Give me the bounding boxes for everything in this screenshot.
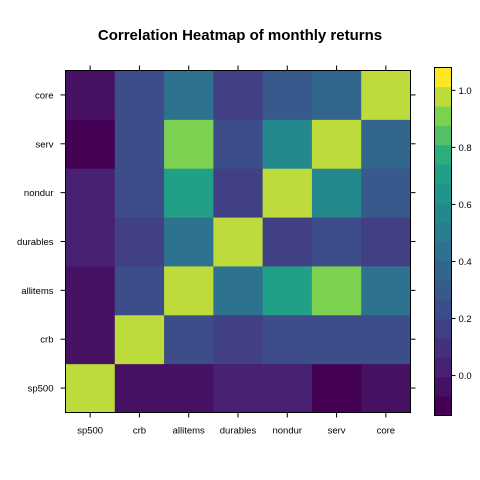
heatmap-cell-core-core	[361, 70, 411, 120]
heatmap-cell-nondur-nondur	[262, 168, 313, 218]
heatmap-cell-sp500-sp500	[65, 363, 116, 413]
y-tick-label: sp500	[28, 384, 54, 395]
colorbar-segment	[434, 318, 452, 339]
heatmap-cell-crb-serv	[114, 119, 165, 169]
heatmap-cell-serv-allitems	[311, 265, 362, 316]
colorbar-segment	[434, 125, 452, 146]
x-tick-label: core	[377, 426, 395, 437]
heatmap-cell-nondur-sp500	[262, 363, 313, 413]
colorbar-segment	[434, 222, 452, 242]
axes: sp500 core crb serv allitems nondur durables du…	[17, 65, 416, 437]
y-tick-label: crb	[40, 335, 53, 346]
heatmap-cell-durables-nondur	[213, 168, 264, 218]
colorbar-tick-label: 0.2	[459, 314, 472, 325]
heatmap-cell-allitems-nondur	[164, 168, 214, 218]
heatmap-cell-allitems-crb	[164, 314, 214, 365]
colorbar-tick-label: 0.8	[459, 143, 472, 154]
heatmap-cell-core-nondur	[361, 168, 411, 218]
heatmap-cell-sp500-durables	[65, 217, 116, 267]
colorbar: 0.0 0.2 0.4 0.6 0.8 1.0	[434, 67, 472, 416]
heatmap-cell-serv-durables	[311, 217, 362, 267]
heatmap-cell-allitems-allitems	[164, 265, 214, 316]
colorbar-segment	[434, 67, 452, 88]
y-tick-label: durables	[17, 237, 54, 248]
heatmap-cell-core-serv	[361, 119, 411, 169]
y-tick-label: allitems	[21, 286, 53, 297]
heatmap-cell-durables-durables	[213, 217, 264, 267]
heatmap-cell-allitems-serv	[164, 119, 214, 169]
colorbar-segment	[434, 183, 452, 204]
heatmap-cell-allitems-durables	[164, 217, 214, 267]
colorbar-segment	[434, 241, 452, 262]
heatmap-cells	[65, 70, 411, 413]
colorbar-tick-label: 0.4	[459, 257, 472, 268]
colorbar-segment	[434, 164, 452, 184]
colorbar-segment	[434, 106, 452, 126]
heatmap-cell-sp500-crb	[65, 314, 116, 365]
heatmap-cell-nondur-core	[262, 70, 313, 120]
heatmap-cell-crb-nondur	[114, 168, 165, 218]
y-tick-label: serv	[36, 139, 54, 150]
x-tick-label: sp500	[77, 426, 103, 437]
heatmap-cell-durables-allitems	[213, 265, 264, 316]
colorbar-segment	[434, 86, 452, 107]
heatmap-cell-sp500-allitems	[65, 265, 116, 316]
x-tick-label: durables	[220, 426, 257, 437]
chart-title: Correlation Heatmap of monthly returns	[98, 27, 382, 44]
heatmap-cell-core-crb	[361, 314, 411, 365]
heatmap-cell-durables-core	[213, 70, 264, 120]
x-tick-label: allitems	[173, 426, 205, 437]
heatmap-cell-sp500-serv	[65, 119, 116, 169]
heatmap-cell-serv-core	[311, 70, 362, 120]
heatmap-cell-nondur-durables	[262, 217, 313, 267]
colorbar-tick-label: 0.0	[459, 371, 472, 382]
heatmap-cell-durables-sp500	[213, 363, 264, 413]
heatmap-cell-sp500-core	[65, 70, 116, 120]
heatmap-cell-crb-durables	[114, 217, 165, 267]
colorbar-segment	[434, 202, 452, 223]
colorbar-frame	[434, 67, 452, 416]
colorbar-segment	[434, 376, 452, 397]
heatmap-cell-crb-core	[114, 70, 165, 120]
heatmap-cell-core-sp500	[361, 363, 411, 413]
heatmap-cell-durables-serv	[213, 119, 264, 169]
heatmap-cell-core-allitems	[361, 265, 411, 316]
heatmap-cell-nondur-allitems	[262, 265, 313, 316]
colorbar-segment	[434, 280, 452, 300]
heatmap-cell-allitems-sp500	[164, 363, 214, 413]
heatmap-cell-serv-crb	[311, 314, 362, 365]
x-tick-label: nondur	[272, 426, 302, 437]
heatmap-cell-allitems-core	[164, 70, 214, 120]
heatmap-cell-sp500-nondur	[65, 168, 116, 218]
heatmap-cell-serv-serv	[311, 119, 362, 169]
heatmap-cell-serv-sp500	[311, 363, 362, 413]
heatmap-cell-crb-sp500	[114, 363, 165, 413]
heatmap-cell-crb-allitems	[114, 265, 165, 316]
colorbar-tick-label: 0.6	[459, 200, 472, 211]
x-tick-label: crb	[133, 426, 146, 437]
y-tick-label: core	[35, 90, 53, 101]
heatmap-cell-nondur-crb	[262, 314, 313, 365]
colorbar-tick-label: 1.0	[459, 86, 472, 97]
y-tick-label: nondur	[24, 188, 54, 199]
colorbar-segment	[434, 396, 452, 416]
heatmap-cell-core-durables	[361, 217, 411, 267]
x-tick-label: serv	[328, 426, 346, 437]
colorbar-segment	[434, 144, 452, 165]
heatmap-cell-crb-crb	[114, 314, 165, 365]
heatmap-cell-durables-crb	[213, 314, 264, 365]
colorbar-segment	[434, 338, 452, 358]
colorbar-segment	[434, 299, 452, 320]
heatmap-cell-nondur-serv	[262, 119, 313, 169]
heatmap-cell-serv-nondur	[311, 168, 362, 218]
colorbar-segment	[434, 260, 452, 281]
colorbar-segment	[434, 357, 452, 378]
